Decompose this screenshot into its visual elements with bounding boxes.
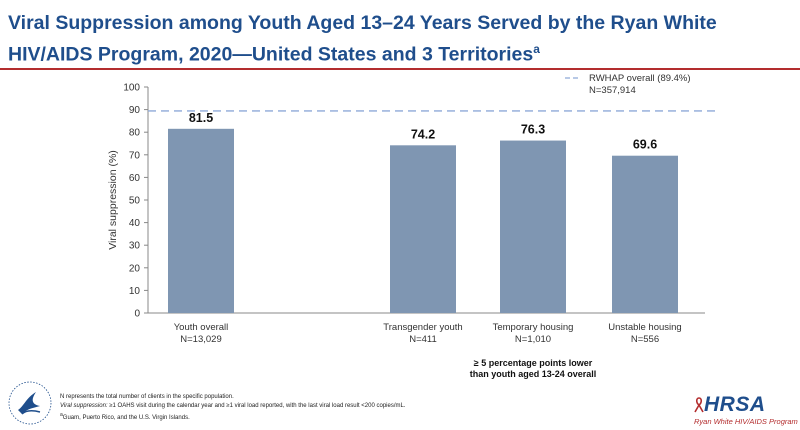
hhs-eagle-logo [8, 381, 52, 425]
footnote-n: N represents the total number of clients… [60, 394, 234, 400]
hrsa-wordmark: HRSA [704, 393, 766, 416]
hrsa-logo: HRSA Ryan White HIV/AIDS Program [694, 393, 798, 427]
y-tick-label: 90 [129, 105, 141, 116]
legend-sublabel: N=357,914 [589, 85, 636, 96]
y-tick-label: 20 [129, 263, 141, 274]
bar [168, 128, 234, 313]
bar-value-label: 69.6 [633, 138, 657, 152]
x-category-label: Temporary housing [493, 322, 574, 333]
legend-label: RWHAP overall (89.4%) [589, 73, 691, 84]
footnote-a-mark: a [60, 412, 63, 418]
bar-value-label: 81.5 [189, 111, 213, 125]
title-divider [0, 68, 800, 70]
ribbon-icon [694, 397, 704, 413]
footnotes: N represents the total number of clients… [60, 393, 580, 423]
bar-value-label: 74.2 [411, 127, 435, 141]
chart-title-text: Viral Suppression among Youth Aged 13–24… [8, 12, 717, 66]
y-tick-label: 80 [129, 128, 141, 139]
footnote-vs-term: Viral suppression: [60, 403, 108, 409]
bar-value-label: 76.3 [521, 123, 545, 137]
title-footnote-mark: a [533, 42, 540, 56]
y-tick-label: 60 [129, 173, 141, 184]
chart-title: Viral Suppression among Youth Aged 13–24… [8, 10, 788, 68]
y-tick-label: 40 [129, 218, 141, 229]
y-tick-label: 0 [134, 309, 140, 320]
x-category-label: Youth overall [174, 322, 229, 333]
x-category-count: N=13,029 [180, 334, 221, 345]
footnote-a-text: Guam, Puerto Rico, and the U.S. Virgin I… [62, 415, 190, 421]
x-category-count: N=411 [409, 334, 437, 345]
y-axis-title: Viral suppression (%) [107, 150, 119, 250]
footnote-viral-suppression: Viral suppression: ≥1 OAHS visit during … [60, 402, 580, 411]
annotation-line-2: than youth aged 13-24 overall [470, 369, 597, 379]
reference-line-group: RWHAP overall (89.4%)N=357,914 [148, 73, 720, 112]
y-tick-label: 30 [129, 241, 141, 252]
chart-bars [168, 128, 678, 313]
y-tick-label: 50 [129, 196, 141, 207]
y-tick-label: 100 [123, 83, 140, 94]
x-category-label: Transgender youth [383, 322, 462, 333]
y-tick-label: 10 [129, 286, 141, 297]
bar [390, 145, 456, 313]
x-category-count: N=1,010 [515, 334, 551, 345]
x-category-count: N=556 [631, 334, 659, 345]
hrsa-program-name: Ryan White HIV/AIDS Program [694, 417, 798, 426]
bar [500, 140, 566, 313]
annotation-line-1: ≥ 5 percentage points lower [474, 358, 593, 368]
bar [612, 155, 678, 313]
x-category-label: Unstable housing [608, 322, 681, 333]
footnote-a: aGuam, Puerto Rico, and the U.S. Virgin … [60, 411, 580, 423]
footnote-vs-text: ≥1 OAHS visit during the calendar year a… [107, 403, 406, 409]
y-tick-label: 70 [129, 150, 141, 161]
